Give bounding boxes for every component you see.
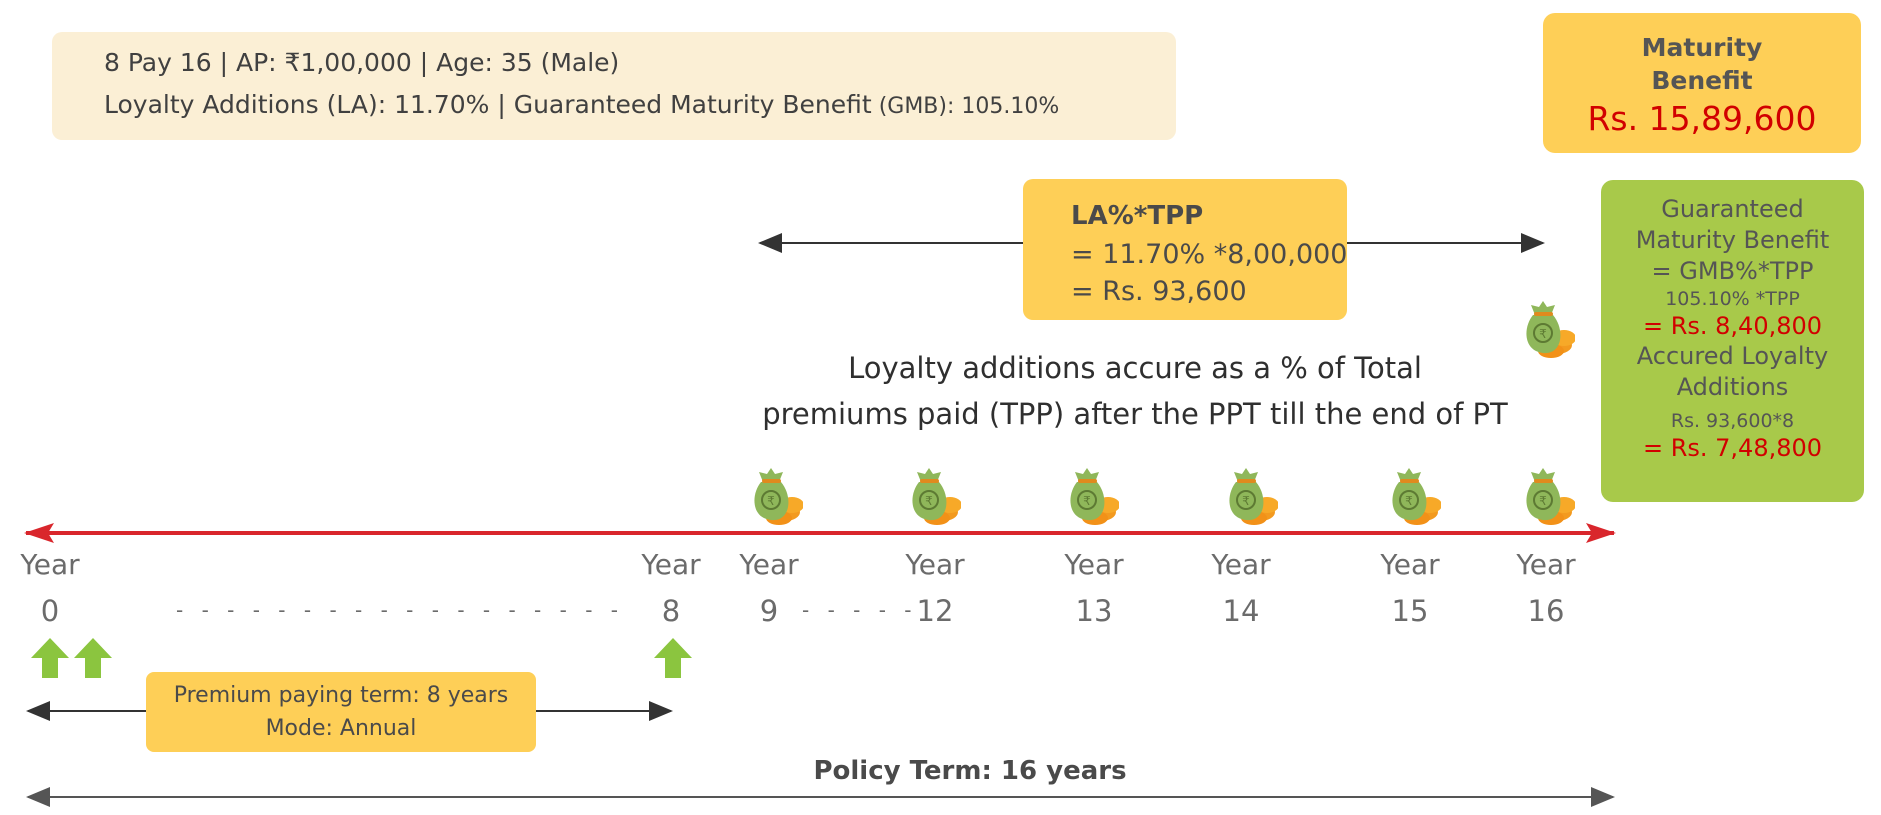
maturity-title-line1: Maturity (1641, 33, 1763, 62)
la-total-value: = Rs. 7,48,800 (1642, 434, 1823, 462)
year-14: 14 (1222, 594, 1260, 628)
la-total-title-line1: Accured Loyalty (1636, 342, 1829, 370)
ppt-line2: Mode: Annual (265, 716, 417, 741)
policy-summary-box: 8 Pay 16 | AP: ₹1,00,000 | Age: 35 (Male… (52, 32, 1176, 140)
year-label: Year (1211, 548, 1271, 581)
la-formula-box: LA%*TPP = 11.70% *8,00,000 = Rs. 93,600 (1023, 179, 1347, 320)
year-16: 16 (1527, 594, 1565, 628)
timeline-dashes-mid: - - - - - (802, 598, 918, 622)
year-label: Year (1516, 548, 1576, 581)
la-formula-title: LA%*TPP (1071, 201, 1204, 231)
money-bag-icon (753, 467, 803, 526)
gmb-calc: 105.10% *TPP (1665, 288, 1800, 310)
timeline-dashes-left: - - - - - - - - - - - - - - - - - - (176, 598, 624, 622)
year-label: Year (1380, 548, 1440, 581)
money-bag-icon (1525, 300, 1575, 359)
explanation-line2: premiums paid (TPP) after the PPT till t… (762, 397, 1508, 431)
year-label: Year (641, 548, 701, 581)
la-total-title-line2: Additions (1676, 373, 1789, 401)
money-bag-icon (1391, 467, 1441, 526)
money-bag-icon (911, 467, 961, 526)
maturity-value: Rs. 15,89,600 (1587, 99, 1817, 138)
year-0: 0 (40, 594, 60, 628)
year-label: Year (739, 548, 799, 581)
explanation-line1: Loyalty additions accure as a % of Total (848, 351, 1422, 385)
year-label: Year (905, 548, 965, 581)
year-9: 9 (759, 594, 779, 628)
maturity-title-line2: Benefit (1651, 66, 1753, 95)
up-arrow-icon (31, 638, 69, 678)
summary-la-gmb-text: Loyalty Additions (LA): 11.70% | Guarant… (104, 90, 872, 119)
year-8: 8 (661, 594, 681, 628)
summary-line-plan: 8 Pay 16 | AP: ₹1,00,000 | Age: 35 (Male… (104, 48, 620, 77)
policy-term-label: Policy Term: 16 years (813, 756, 1127, 786)
summary-gmb-value: (GMB): 105.10% (871, 94, 1060, 119)
gmb-title-line2: Maturity Benefit (1635, 226, 1830, 254)
gmb-value: = Rs. 8,40,800 (1642, 312, 1823, 340)
summary-line-rates: Loyalty Additions (LA): 11.70% | Guarant… (104, 90, 1059, 119)
year-12: 12 (916, 594, 954, 628)
up-arrow-icon (74, 638, 112, 678)
benefit-breakdown-box: Guaranteed Maturity Benefit = GMB%*TPP 1… (1601, 180, 1864, 502)
gmb-title-line1: Guaranteed (1661, 195, 1804, 223)
money-bag-icon (1069, 467, 1119, 526)
year-label: Year (1064, 548, 1124, 581)
money-bag-icon (1525, 467, 1575, 526)
up-arrow-icon (654, 638, 692, 678)
la-formula-row2: = Rs. 93,600 (1071, 276, 1247, 307)
money-bag-icon (1228, 467, 1278, 526)
premium-paying-term-box: Premium paying term: 8 years Mode: Annua… (146, 672, 536, 752)
loyalty-explanation: Loyalty additions accure as a % of Total… (700, 345, 1570, 437)
la-total-calc: Rs. 93,600*8 (1670, 410, 1795, 432)
la-formula-row1: = 11.70% *8,00,000 (1071, 239, 1348, 270)
maturity-benefit-box: Maturity Benefit Rs. 15,89,600 (1543, 13, 1861, 153)
gmb-formula: = GMB%*TPP (1651, 257, 1814, 285)
year-label: Year (20, 548, 80, 581)
year-13: 13 (1075, 594, 1113, 628)
ppt-line1: Premium paying term: 8 years (173, 683, 509, 708)
year-15: 15 (1391, 594, 1429, 628)
